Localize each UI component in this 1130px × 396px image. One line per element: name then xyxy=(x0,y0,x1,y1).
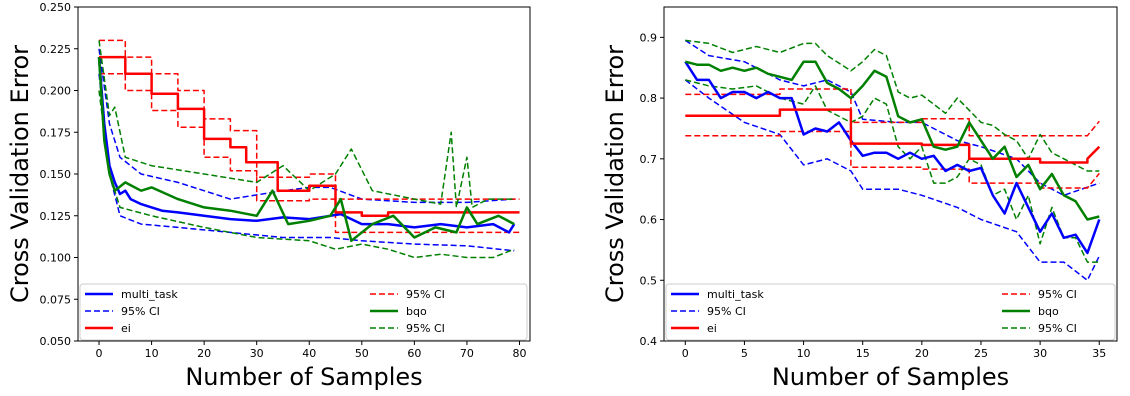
series-line-5 xyxy=(99,73,520,234)
legend-label-4: bqo xyxy=(1038,305,1059,318)
legend-label-0: multi_task xyxy=(121,288,178,301)
x-tick-label-8: 80 xyxy=(512,347,526,360)
y-tick-label-0: 0.050 xyxy=(40,335,72,348)
x-tick-label-1: 5 xyxy=(741,347,748,360)
x-tick-label-5: 25 xyxy=(974,347,988,360)
series-line-0 xyxy=(684,61,1101,255)
series-line-6 xyxy=(684,60,1100,221)
x-axis-label: Number of Samples xyxy=(185,363,422,391)
x-tick-label-7: 35 xyxy=(1092,347,1106,360)
series-line-0 xyxy=(97,57,516,234)
x-tick-label-6: 30 xyxy=(1033,347,1047,360)
y-tick-label-4: 0.8 xyxy=(640,92,658,105)
legend-label-5: 95% CI xyxy=(406,322,445,335)
x-tick-label-7: 70 xyxy=(460,347,474,360)
y-axis-label: Cross Validation Error xyxy=(601,45,629,303)
legend-label-1: 95% CI xyxy=(707,305,746,318)
legend-label-4: bqo xyxy=(406,305,427,318)
x-tick-label-0: 0 xyxy=(682,347,689,360)
y-tick-label-1: 0.5 xyxy=(640,274,658,287)
x-tick-label-2: 20 xyxy=(197,347,211,360)
legend-label-0: multi_task xyxy=(707,288,764,301)
plot-frame xyxy=(663,6,1118,342)
y-tick-label-2: 0.100 xyxy=(40,252,72,265)
y-tick-label-5: 0.9 xyxy=(640,31,658,44)
y-tick-label-8: 0.250 xyxy=(40,1,72,14)
right-chart: 0 5 10 15 20 25 30 35 0.4 0.5 0.6 0.7 0.8 0.9 Number o… xyxy=(601,6,1118,391)
legend-label-1: 95% CI xyxy=(121,305,160,318)
y-tick-label-5: 0.175 xyxy=(40,126,72,139)
x-tick-label-6: 60 xyxy=(407,347,421,360)
left-chart: 0 10 20 30 40 50 60 70 80 0.050 0.075 0.100 0.125 0.1… xyxy=(6,1,531,391)
legend-label-2: ei xyxy=(121,322,131,335)
x-tick-label-5: 50 xyxy=(355,347,369,360)
x-tick-label-4: 40 xyxy=(302,347,316,360)
series-line-1 xyxy=(684,39,1100,197)
y-tick-label-3: 0.125 xyxy=(40,210,72,223)
y-tick-label-4: 0.150 xyxy=(40,168,72,181)
x-tick-label-3: 15 xyxy=(856,347,870,360)
y-tick-label-7: 0.225 xyxy=(40,43,72,56)
x-tick-label-1: 10 xyxy=(145,347,159,360)
series-line-4 xyxy=(99,39,520,200)
legend-box xyxy=(665,283,1116,341)
series-line-3 xyxy=(99,55,520,218)
series-line-3 xyxy=(685,108,1101,164)
series-line-2 xyxy=(684,79,1100,282)
legend-label-3: 95% CI xyxy=(406,288,445,301)
series-line-7 xyxy=(98,40,515,209)
series-line-2 xyxy=(98,73,515,252)
series-line-8 xyxy=(98,90,515,259)
x-tick-label-4: 20 xyxy=(915,347,929,360)
x-tick-label-0: 0 xyxy=(96,347,103,360)
y-axis-label: Cross Validation Error xyxy=(6,45,34,303)
legend-label-3: 95% CI xyxy=(1038,288,1077,301)
legend-label-2: ei xyxy=(707,322,717,335)
y-tick-label-0: 0.4 xyxy=(640,335,658,348)
series-line-7 xyxy=(685,39,1100,172)
x-tick-label-2: 10 xyxy=(797,347,811,360)
legend-box xyxy=(79,283,528,341)
y-tick-label-6: 0.200 xyxy=(40,85,72,98)
y-tick-label-3: 0.7 xyxy=(640,153,658,166)
y-tick-label-2: 0.6 xyxy=(640,214,658,227)
series-line-6 xyxy=(97,57,515,243)
series-line-8 xyxy=(685,79,1100,263)
series-line-1 xyxy=(98,48,515,204)
y-tick-label-1: 0.075 xyxy=(40,293,72,306)
x-axis-label: Number of Samples xyxy=(772,363,1009,391)
x-tick-label-3: 30 xyxy=(250,347,264,360)
legend-label-5: 95% CI xyxy=(1038,322,1077,335)
